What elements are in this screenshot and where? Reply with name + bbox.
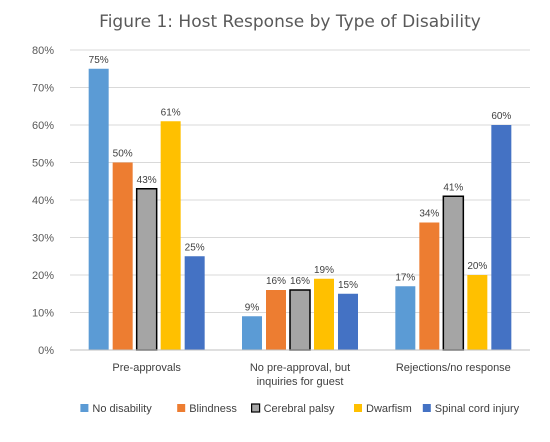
- legend-swatch: [80, 404, 89, 412]
- legend: No disability Blindness Cerebral palsy Dwar…: [80, 403, 520, 415]
- category-label: Rejections/no response: [396, 362, 511, 374]
- data-label: 50%: [113, 149, 133, 160]
- data-label: 75%: [89, 55, 109, 66]
- legend-item: No disability: [80, 403, 152, 415]
- chart-title: Figure 1: Host Response by Type of Disab…: [99, 12, 481, 32]
- bar-blindness: [112, 162, 133, 350]
- data-label: 43%: [137, 175, 157, 186]
- legend-item: Cerebral palsy: [251, 403, 335, 415]
- data-label: 41%: [443, 182, 463, 193]
- legend-item: Blindness: [177, 403, 237, 415]
- data-label: 16%: [266, 276, 286, 287]
- data-label: 20%: [467, 261, 487, 272]
- bar-spinal-cord-injury: [338, 293, 358, 350]
- data-labels: 75% 50% 43% 61% 25% 9% 16% 16% 19% 15% 17% 34% 41% 20…: [89, 55, 512, 314]
- legend-swatch: [251, 403, 261, 413]
- bar-spinal-cord-injury: [184, 256, 205, 350]
- bar-cerebral-palsy: [289, 289, 311, 351]
- data-label: 61%: [161, 107, 181, 118]
- y-tick-label: 70%: [32, 83, 54, 95]
- bar-dwarfism: [314, 278, 334, 350]
- legend-swatch: [422, 404, 431, 412]
- legend-item: Dwarfism: [354, 403, 412, 415]
- legend-label: Blindness: [189, 403, 237, 415]
- legend-label: Cerebral palsy: [264, 403, 335, 415]
- y-tick-label: 50%: [32, 158, 54, 170]
- bar-cerebral-palsy: [442, 195, 465, 351]
- category-labels: Pre-approvals No pre-approval, but inquiri…: [112, 362, 510, 388]
- category-label: No pre-approval, but: [250, 362, 350, 374]
- bar-dwarfism: [467, 275, 488, 350]
- bar-no-disability: [395, 286, 416, 350]
- bar-blindness: [266, 290, 286, 350]
- data-label: 34%: [419, 209, 439, 220]
- bar-no-disability: [242, 316, 262, 350]
- y-tick-label: 10%: [32, 308, 54, 320]
- bar-no-disability: [88, 68, 109, 350]
- y-tick-label: 40%: [32, 195, 54, 207]
- data-label: 19%: [314, 265, 334, 276]
- category-label: inquiries for guest: [257, 376, 344, 388]
- data-label: 25%: [185, 242, 205, 253]
- data-label: 17%: [395, 272, 415, 283]
- y-axis-ticks: 0% 10% 20% 30% 40% 50% 60% 70% 80%: [32, 45, 54, 357]
- bar-dwarfism: [160, 121, 181, 350]
- legend-item: Spinal cord injury: [422, 403, 520, 415]
- y-tick-label: 80%: [32, 45, 54, 57]
- bar-cerebral-palsy: [135, 188, 158, 351]
- category-label: Pre-approvals: [112, 362, 181, 374]
- bars: [88, 68, 512, 351]
- legend-swatch: [177, 404, 186, 412]
- data-label: 16%: [290, 276, 310, 287]
- y-tick-label: 20%: [32, 270, 54, 282]
- y-tick-label: 60%: [32, 120, 54, 132]
- legend-label: Spinal cord injury: [435, 403, 520, 415]
- data-label: 9%: [245, 302, 260, 313]
- data-label: 60%: [491, 111, 511, 122]
- bar-spinal-cord-injury: [491, 125, 512, 350]
- bar-blindness: [419, 222, 440, 350]
- data-label: 15%: [338, 280, 358, 291]
- legend-label: Dwarfism: [366, 403, 412, 415]
- legend-label: No disability: [92, 403, 152, 415]
- legend-swatch: [354, 404, 362, 412]
- y-tick-label: 0%: [38, 345, 54, 357]
- y-tick-label: 30%: [32, 233, 54, 245]
